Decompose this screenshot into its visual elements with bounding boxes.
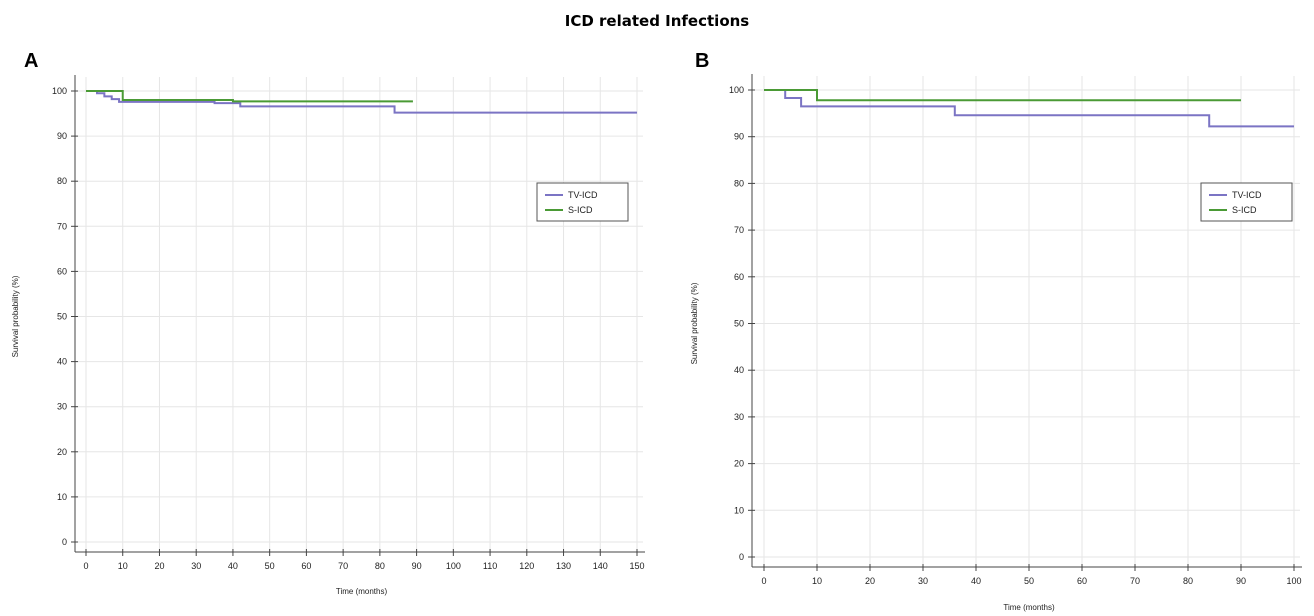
y-axis-title: Survival probability (%) xyxy=(690,282,699,364)
x-tick-label: 50 xyxy=(265,561,275,571)
y-tick-label: 100 xyxy=(729,85,744,95)
x-tick-label: 100 xyxy=(1286,576,1301,586)
x-tick-label: 150 xyxy=(629,561,644,571)
chart-panel-a: 0 10 20 30 40 50 60 70 80 90 100 0 10 20 30 40 50 60 70 80 9… xyxy=(11,75,645,596)
y-tick-label: 90 xyxy=(734,132,744,142)
series-line-s-icd xyxy=(86,90,413,103)
y-tick-label: 40 xyxy=(57,357,67,367)
x-axis-title: Time (months) xyxy=(1003,603,1055,612)
y-tick-label: 40 xyxy=(734,365,744,375)
x-tick-label: 60 xyxy=(301,561,311,571)
legend: TV-ICD S-ICD xyxy=(536,182,629,222)
y-tick-label: 60 xyxy=(734,272,744,282)
x-tick-label: 40 xyxy=(971,576,981,586)
x-tick-label: 30 xyxy=(918,576,928,586)
x-axis-title: Time (months) xyxy=(336,587,388,596)
x-tick-label: 90 xyxy=(412,561,422,571)
x-tick-label: 40 xyxy=(228,561,238,571)
legend-box xyxy=(536,182,629,222)
x-tick-label: 80 xyxy=(1183,576,1193,586)
legend-label-s-icd: S-ICD xyxy=(568,205,593,215)
y-tick-label: 90 xyxy=(57,131,67,141)
y-axis-title: Survival probability (%) xyxy=(11,275,20,357)
y-tick-label: 100 xyxy=(52,86,67,96)
series-line-tv-icd xyxy=(86,90,637,114)
x-tick-label: 90 xyxy=(1236,576,1246,586)
y-tick-label: 10 xyxy=(57,492,67,502)
x-tick-label: 0 xyxy=(761,576,766,586)
legend: TV-ICD S-ICD xyxy=(1200,182,1293,222)
x-tick-label: 110 xyxy=(483,561,497,571)
x-tick-label: 60 xyxy=(1077,576,1087,586)
y-tick-label: 70 xyxy=(734,225,744,235)
x-tick-label: 30 xyxy=(191,561,201,571)
legend-label-s-icd: S-ICD xyxy=(1232,205,1257,215)
panel-label-b: B xyxy=(695,50,710,72)
x-tick-label: 10 xyxy=(812,576,822,586)
x-tick-label: 20 xyxy=(865,576,875,586)
figure-title: ICD related Infections xyxy=(564,12,750,30)
y-tick-label: 20 xyxy=(734,459,744,469)
x-tick-label: 70 xyxy=(1130,576,1140,586)
y-tick-label: 50 xyxy=(734,319,744,329)
y-tick-label: 70 xyxy=(57,221,67,231)
x-tick-label: 130 xyxy=(556,561,571,571)
y-tick-label: 80 xyxy=(57,176,67,186)
x-tick-label: 20 xyxy=(154,561,164,571)
series-line-s-icd xyxy=(764,89,1241,102)
y-tick-label: 10 xyxy=(734,505,744,515)
x-tick-label: 100 xyxy=(446,561,461,571)
x-tick-label: 10 xyxy=(118,561,128,571)
y-tick-label: 20 xyxy=(57,447,67,457)
y-tick-label: 30 xyxy=(734,412,744,422)
y-tick-label: 80 xyxy=(734,178,744,188)
y-tick-label: 30 xyxy=(57,402,67,412)
y-tick-label: 0 xyxy=(62,537,67,547)
x-tick-label: 120 xyxy=(519,561,534,571)
x-tick-label: 140 xyxy=(593,561,608,571)
x-tick-label: 80 xyxy=(375,561,385,571)
y-tick-label: 0 xyxy=(739,552,744,562)
chart-panel-b: 0 10 20 30 40 50 60 70 80 90 100 0 10 20 30 40 50 60 70 80 9… xyxy=(690,74,1302,612)
legend-label-tv-icd: TV-ICD xyxy=(568,190,598,200)
y-tick-label: 60 xyxy=(57,266,67,276)
x-tick-label: 0 xyxy=(83,561,88,571)
legend-label-tv-icd: TV-ICD xyxy=(1232,190,1262,200)
x-tick-label: 50 xyxy=(1024,576,1034,586)
legend-box xyxy=(1200,182,1293,222)
x-tick-label: 70 xyxy=(338,561,348,571)
y-tick-label: 50 xyxy=(57,312,67,322)
series-line-tv-icd xyxy=(764,89,1294,128)
panel-label-a: A xyxy=(24,50,39,72)
